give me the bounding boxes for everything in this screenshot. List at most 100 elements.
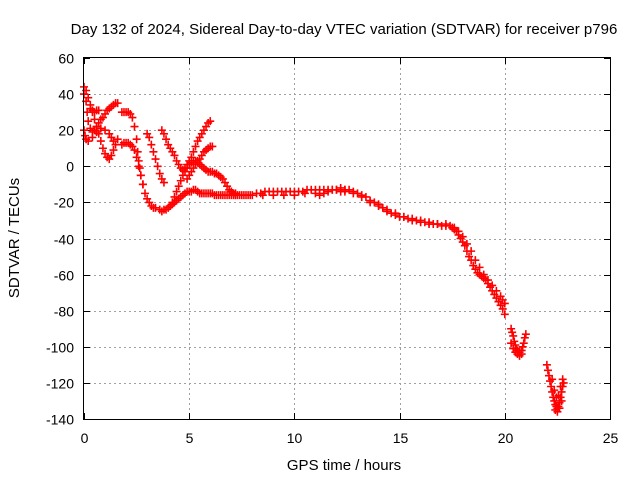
x-tick-label: 10: [287, 430, 303, 446]
data-point: [425, 218, 434, 227]
data-point: [151, 203, 160, 212]
data-point: [555, 404, 564, 413]
data-point: [141, 189, 150, 198]
data-point: [109, 146, 118, 155]
data-point: [113, 99, 122, 108]
data-point: [315, 191, 324, 200]
x-axis-label: GPS time / hours: [287, 457, 401, 474]
data-point: [543, 366, 552, 375]
data-point: [521, 330, 530, 339]
data-point: [500, 299, 509, 308]
data-point: [159, 129, 168, 138]
data-point: [88, 133, 97, 142]
data-point: [174, 182, 183, 191]
data-point: [471, 256, 480, 265]
data-point: [101, 126, 110, 135]
data-point: [374, 202, 383, 211]
series-arc-17: [542, 360, 568, 416]
series-arc-7: [143, 129, 168, 187]
data-point: [147, 140, 156, 149]
data-point: [300, 189, 309, 198]
data-point: [554, 391, 563, 400]
data-point: [483, 276, 492, 285]
data-point: [324, 187, 333, 196]
data-point: [155, 169, 164, 178]
data-point: [113, 135, 122, 144]
data-point: [170, 151, 179, 160]
data-point: [128, 113, 137, 122]
data-point: [507, 324, 516, 333]
data-point: [550, 386, 559, 395]
data-point: [558, 375, 567, 384]
data-point: [133, 147, 142, 156]
data-point: [109, 137, 118, 146]
y-tick-label: -20: [54, 195, 74, 211]
data-point: [450, 223, 459, 232]
data-point: [132, 135, 141, 144]
data-point: [136, 171, 145, 180]
data-point: [311, 189, 320, 198]
data-point: [94, 106, 103, 115]
data-point: [130, 122, 139, 131]
data-point: [391, 209, 400, 218]
data-point: [189, 147, 198, 156]
data-point: [208, 142, 217, 151]
data-point: [345, 185, 354, 194]
data-point: [84, 117, 93, 126]
data-point: [84, 137, 93, 146]
data-point: [454, 227, 463, 236]
y-tick-label: 20: [58, 123, 74, 139]
data-point: [145, 133, 154, 142]
data-point: [488, 281, 497, 290]
data-points: [80, 82, 568, 416]
data-point: [408, 214, 417, 223]
data-point: [172, 187, 181, 196]
data-point: [556, 382, 565, 391]
data-point: [433, 220, 442, 229]
data-point: [520, 333, 529, 342]
y-tick-label: -80: [54, 304, 74, 320]
data-point: [92, 128, 101, 137]
data-point: [399, 212, 408, 221]
data-point: [159, 178, 168, 187]
y-axis-label: SDTVAR / TECUs: [6, 178, 23, 298]
x-tick-label: 5: [186, 430, 194, 446]
x-tick-label: 15: [393, 430, 409, 446]
data-point: [269, 191, 278, 200]
series-arc-16: [507, 324, 530, 360]
series-arc-9: [157, 117, 215, 174]
y-tick-label: -120: [46, 376, 74, 392]
data-point: [492, 286, 501, 295]
data-point: [519, 339, 528, 348]
series-arc-15: [349, 189, 509, 308]
data-point: [462, 239, 471, 248]
data-point: [518, 342, 527, 351]
data-point: [349, 189, 358, 198]
data-point: [290, 191, 299, 200]
x-tick-label: 25: [603, 430, 619, 446]
data-point: [96, 137, 105, 146]
y-tick-label: -100: [46, 340, 74, 356]
x-tick-label: 0: [81, 430, 89, 446]
data-point: [458, 232, 467, 241]
data-point: [475, 263, 484, 272]
data-point: [162, 135, 171, 144]
data-point: [168, 198, 177, 207]
data-point: [498, 304, 507, 313]
data-point: [542, 360, 551, 369]
y-tick-label: 40: [58, 87, 74, 103]
y-tick-label: 60: [58, 51, 74, 67]
data-point: [441, 220, 450, 229]
series-arc-13: [258, 185, 349, 200]
data-point: [151, 155, 160, 164]
data-point: [231, 189, 240, 198]
data-point: [319, 189, 328, 198]
data-point: [96, 124, 105, 133]
data-point: [107, 151, 116, 160]
grid: [84, 58, 610, 419]
data-point: [366, 198, 375, 207]
data-point: [206, 117, 215, 126]
data-point: [81, 131, 90, 140]
data-point: [135, 164, 144, 173]
